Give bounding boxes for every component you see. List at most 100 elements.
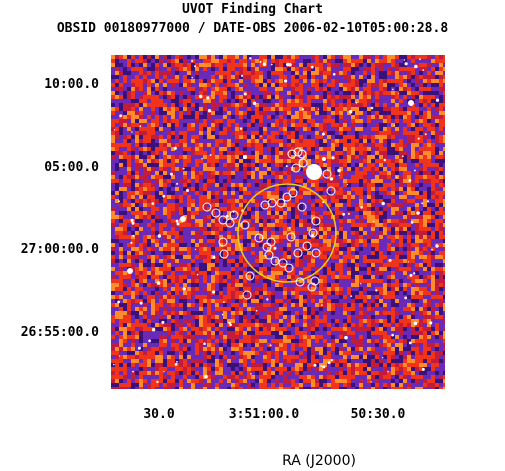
star: [408, 179, 412, 182]
source-marker: [219, 249, 229, 259]
star: [223, 301, 225, 303]
star: [360, 283, 362, 285]
star: [201, 158, 203, 160]
sky-image-svg: [111, 55, 445, 389]
source-marker: [254, 233, 264, 243]
source-marker: [310, 276, 320, 286]
star: [288, 63, 292, 67]
star: [338, 174, 340, 176]
star: [250, 373, 252, 375]
star: [170, 172, 173, 176]
star: [262, 62, 267, 67]
star: [226, 214, 229, 218]
star: [266, 298, 269, 301]
star: [409, 273, 413, 277]
star: [424, 133, 427, 136]
source-marker: [307, 282, 317, 292]
star: [212, 255, 216, 259]
star: [239, 127, 243, 130]
star: [194, 65, 197, 68]
star: [417, 137, 420, 140]
star: [413, 272, 416, 275]
star: [118, 355, 120, 357]
star: [408, 341, 412, 345]
star: [175, 219, 179, 223]
star: [410, 221, 414, 224]
star: [348, 110, 353, 114]
star: [176, 361, 178, 363]
x-tick-label: 50:30.0: [350, 407, 406, 422]
star: [322, 157, 326, 161]
star: [421, 202, 424, 205]
star: [139, 301, 143, 305]
source-marker: [302, 241, 312, 251]
noise-layer: [111, 55, 445, 389]
star: [383, 158, 386, 162]
star: [255, 309, 258, 312]
source-marker: [266, 237, 276, 247]
star: [119, 114, 123, 118]
star: [176, 182, 179, 185]
star: [382, 357, 384, 359]
y-tick-label: 27:00:00.0: [20, 242, 99, 257]
source-marker: [286, 232, 296, 242]
star: [416, 211, 420, 215]
star: [191, 60, 194, 62]
star: [130, 218, 134, 222]
star: [421, 367, 425, 371]
star: [186, 189, 189, 192]
star: [327, 361, 331, 364]
source-marker: [287, 149, 297, 159]
star: [249, 57, 252, 60]
star: [431, 248, 433, 251]
star: [429, 321, 433, 325]
star: [199, 94, 203, 99]
star: [414, 64, 418, 69]
star: [252, 101, 257, 105]
source-marker: [291, 163, 301, 173]
source-marker: [240, 220, 250, 230]
star: [317, 108, 320, 110]
star: [322, 365, 326, 369]
star: [260, 135, 262, 137]
source-marker: [322, 169, 332, 179]
star: [127, 268, 133, 274]
star: [180, 216, 186, 222]
source-marker: [267, 198, 277, 208]
y-tick-label: 26:55:00.0: [20, 325, 99, 340]
star: [284, 79, 288, 83]
star: [229, 323, 232, 327]
source-marker: [308, 228, 318, 238]
source-marker: [298, 158, 308, 168]
star: [137, 346, 141, 350]
star: [130, 241, 133, 244]
star: [355, 101, 358, 104]
star: [203, 342, 206, 346]
star: [131, 131, 133, 133]
star: [204, 374, 208, 379]
source-marker: [284, 263, 294, 273]
star: [117, 300, 120, 304]
star: [131, 221, 135, 225]
source-marker: [229, 210, 239, 220]
source-markers: [202, 147, 336, 300]
star: [156, 380, 159, 384]
source-marker: [211, 208, 221, 218]
sky-image: [111, 55, 445, 389]
star: [407, 261, 409, 263]
star: [370, 106, 374, 110]
star: [221, 313, 224, 316]
star: [332, 73, 336, 76]
star: [387, 370, 389, 373]
star: [182, 287, 186, 291]
x-tick-label: 3:51:00.0: [228, 407, 300, 422]
star: [392, 88, 394, 91]
star: [176, 222, 180, 226]
star: [285, 165, 288, 168]
star: [422, 69, 425, 71]
star: [426, 200, 429, 203]
star-layer: [113, 57, 440, 384]
source-marker: [260, 200, 270, 210]
chart-title: UVOT Finding Chart: [182, 2, 323, 17]
star: [157, 234, 162, 238]
